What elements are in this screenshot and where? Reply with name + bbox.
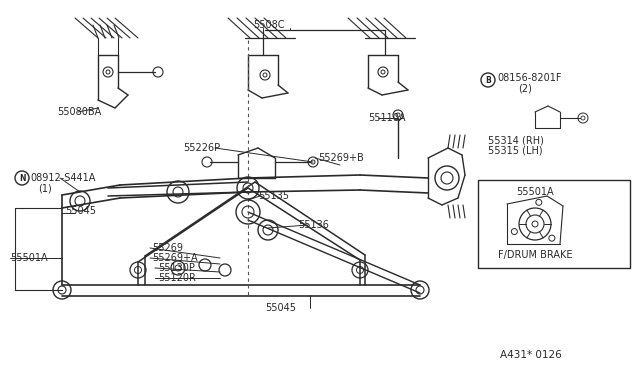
Text: 5508C: 5508C bbox=[253, 20, 285, 30]
Text: 08156-8201F: 08156-8201F bbox=[497, 73, 561, 83]
Text: 55110A: 55110A bbox=[368, 113, 406, 123]
Text: F/DRUM BRAKE: F/DRUM BRAKE bbox=[498, 250, 572, 260]
Text: 08912-S441A: 08912-S441A bbox=[30, 173, 95, 183]
Text: 55135: 55135 bbox=[258, 191, 289, 201]
Text: N: N bbox=[19, 173, 25, 183]
Text: 55269+A: 55269+A bbox=[152, 253, 198, 263]
Text: (1): (1) bbox=[38, 183, 52, 193]
Text: 55130P: 55130P bbox=[158, 263, 195, 273]
Text: 55226P: 55226P bbox=[183, 143, 220, 153]
Text: 55314 (RH): 55314 (RH) bbox=[488, 135, 544, 145]
Text: 55501A: 55501A bbox=[516, 187, 554, 197]
Text: 55120R: 55120R bbox=[158, 273, 196, 283]
Text: 55045: 55045 bbox=[65, 206, 96, 216]
Text: 55315 (LH): 55315 (LH) bbox=[488, 145, 543, 155]
Text: 55080BA: 55080BA bbox=[57, 107, 101, 117]
Text: A431* 0126: A431* 0126 bbox=[500, 350, 562, 360]
Bar bbox=[478, 180, 630, 268]
Text: 55045: 55045 bbox=[265, 303, 296, 313]
Text: 55501A: 55501A bbox=[10, 253, 47, 263]
Circle shape bbox=[481, 73, 495, 87]
Circle shape bbox=[15, 171, 29, 185]
Text: 55136: 55136 bbox=[298, 220, 329, 230]
Text: 55269+B: 55269+B bbox=[318, 153, 364, 163]
Text: 55269: 55269 bbox=[152, 243, 183, 253]
Text: (2): (2) bbox=[518, 83, 532, 93]
Text: B: B bbox=[485, 76, 491, 84]
